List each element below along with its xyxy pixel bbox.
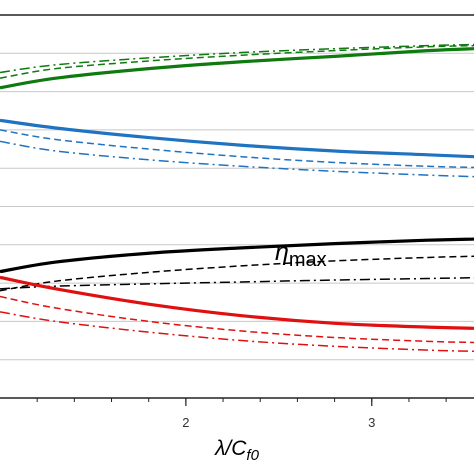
x-axis-label-main: λ/C: [214, 437, 247, 460]
series-line-black-solid: [0, 237, 474, 274]
x-tick-label-3: 3: [368, 415, 375, 430]
series-line-red-solid: [0, 275, 474, 330]
axes: [0, 14, 474, 399]
series-line-black-dashdot: [0, 276, 474, 290]
series-line-blue-solid: [0, 118, 474, 159]
x-axis-label: λ/Cf0: [214, 437, 260, 464]
x-tick-label-2: 2: [182, 415, 189, 430]
eta-max-annotation: ηmax: [275, 238, 327, 271]
x-axis-label-subscript: f0: [246, 447, 259, 464]
series-line-green-dashdot: [0, 43, 474, 74]
series-line-red-dashdot: [0, 311, 474, 353]
eta-symbol: η: [275, 238, 289, 266]
eta-subscript: max: [289, 249, 327, 271]
series-line-black-dashed: [0, 255, 474, 292]
series-line-green-solid: [0, 47, 474, 90]
series-lines: [0, 43, 474, 353]
series-line-green-dashed: [0, 44, 474, 79]
series-line-blue-dashdot: [0, 140, 474, 178]
series-line-blue-dashed: [0, 129, 474, 169]
series-line-red-dashed: [0, 295, 474, 344]
